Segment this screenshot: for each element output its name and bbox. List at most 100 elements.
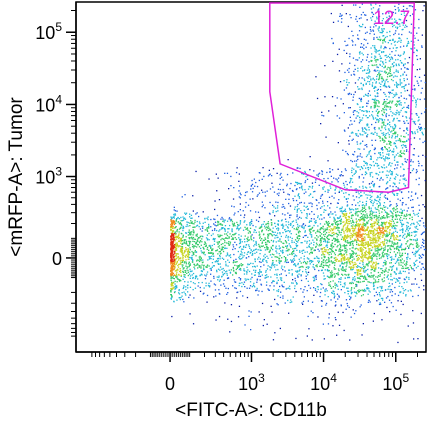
event-dot xyxy=(255,211,257,213)
event-dot xyxy=(389,60,391,62)
event-dot xyxy=(370,47,372,49)
event-dot xyxy=(362,213,364,216)
event-dot xyxy=(348,193,350,196)
event-dot xyxy=(296,214,298,216)
event-dot xyxy=(368,262,370,265)
event-dot xyxy=(288,243,290,245)
event-dot xyxy=(385,166,388,168)
event-dot xyxy=(284,207,286,209)
event-dot xyxy=(375,70,377,72)
event-dot xyxy=(317,316,319,318)
event-dot xyxy=(322,287,324,289)
event-dot xyxy=(353,74,356,76)
event-dot xyxy=(376,255,378,258)
event-dot xyxy=(284,218,287,220)
event-dot xyxy=(384,70,386,72)
event-dot xyxy=(407,197,410,199)
event-dot xyxy=(261,230,263,232)
event-dot xyxy=(366,105,368,107)
event-dot xyxy=(343,244,345,246)
event-dot xyxy=(345,274,347,276)
event-dot xyxy=(352,245,354,247)
event-dot xyxy=(345,210,347,213)
event-dot xyxy=(279,238,281,240)
event-dot xyxy=(395,30,397,32)
event-dot xyxy=(199,264,201,267)
event-dot xyxy=(397,198,399,200)
event-dot xyxy=(293,250,295,252)
event-dot xyxy=(231,221,234,223)
event-dot xyxy=(316,255,318,258)
event-dot xyxy=(216,276,218,278)
event-dot xyxy=(362,280,364,283)
event-dot xyxy=(206,271,209,273)
event-dot xyxy=(333,297,335,299)
event-dot xyxy=(271,256,273,258)
event-dot xyxy=(255,231,257,234)
event-dot xyxy=(378,249,381,251)
event-dot xyxy=(399,235,401,237)
event-dot xyxy=(416,251,418,254)
event-dot xyxy=(384,136,386,138)
event-dot xyxy=(391,256,393,258)
event-dot xyxy=(345,180,347,183)
event-dot xyxy=(295,282,298,284)
event-dot xyxy=(420,112,423,115)
event-dot xyxy=(327,214,330,216)
event-dot xyxy=(202,293,204,295)
event-dot xyxy=(373,217,375,219)
event-dot xyxy=(413,122,415,124)
event-dot xyxy=(289,301,291,304)
event-dot xyxy=(369,172,371,174)
event-dot xyxy=(406,221,408,224)
event-dot xyxy=(381,137,384,140)
event-dot xyxy=(181,243,184,245)
event-dot xyxy=(375,211,377,213)
event-dot xyxy=(190,214,193,216)
event-dot xyxy=(327,256,330,259)
event-dot xyxy=(182,216,184,218)
event-dot xyxy=(226,272,228,275)
event-dot xyxy=(216,269,218,271)
event-dot xyxy=(245,246,247,248)
event-dot xyxy=(213,277,215,279)
event-dot xyxy=(299,260,301,262)
event-dot xyxy=(377,281,380,283)
event-dot xyxy=(344,273,346,276)
event-dot xyxy=(382,280,384,283)
event-dot xyxy=(192,323,195,325)
event-dot xyxy=(234,237,236,239)
event-dot xyxy=(330,299,332,301)
event-dot xyxy=(173,215,175,217)
event-dot xyxy=(233,253,235,256)
event-dot xyxy=(387,66,389,69)
event-dot xyxy=(362,85,365,87)
event-dot xyxy=(328,251,330,254)
event-dot xyxy=(284,259,287,261)
event-dot xyxy=(421,132,424,135)
event-dot xyxy=(320,195,322,197)
event-dot xyxy=(320,244,322,247)
event-dot xyxy=(393,157,396,159)
event-dot xyxy=(311,339,313,341)
event-dot xyxy=(295,181,297,183)
event-dot xyxy=(396,75,398,78)
event-dot xyxy=(174,231,176,233)
event-dot xyxy=(409,217,411,220)
event-dot xyxy=(376,196,378,199)
event-dot xyxy=(358,291,360,293)
event-dot xyxy=(351,287,353,289)
event-dot xyxy=(416,259,418,261)
event-dot xyxy=(387,174,389,176)
event-dot xyxy=(262,167,264,169)
event-dot xyxy=(395,135,397,138)
event-dot xyxy=(375,291,377,293)
event-dot xyxy=(182,219,185,221)
event-dot xyxy=(390,66,392,68)
event-dot xyxy=(353,113,355,116)
event-dot xyxy=(344,282,346,284)
event-dot xyxy=(389,248,391,250)
event-dot xyxy=(375,110,377,112)
event-dot xyxy=(324,96,326,98)
event-dot xyxy=(285,236,287,238)
